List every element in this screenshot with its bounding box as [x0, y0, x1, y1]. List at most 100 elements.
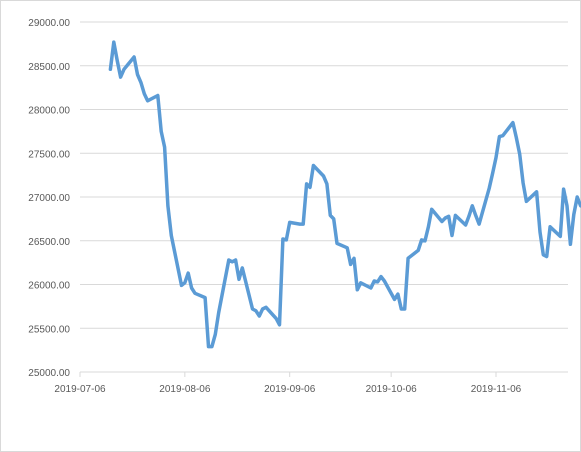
data-point — [170, 234, 173, 237]
data-point — [464, 223, 467, 227]
data-point — [139, 81, 143, 84]
y-tick-label: 27500.00 — [28, 149, 70, 160]
data-point — [423, 239, 427, 242]
data-point — [214, 333, 217, 336]
data-point — [393, 298, 396, 301]
data-point — [356, 288, 359, 291]
data-point — [454, 214, 457, 217]
data-point — [302, 222, 305, 226]
data-point — [359, 281, 362, 284]
data-point — [521, 181, 525, 185]
data-point — [498, 135, 501, 138]
y-tick-label: 28000.00 — [28, 106, 70, 117]
data-point — [288, 221, 291, 224]
data-point — [565, 204, 569, 207]
data-point — [491, 172, 494, 175]
data-point — [562, 187, 565, 191]
data-point — [207, 345, 210, 348]
data-point — [183, 281, 187, 284]
data-point — [325, 182, 329, 186]
data-point — [400, 307, 403, 311]
x-tick-label: 2019-07-06 — [54, 384, 106, 395]
data-point — [237, 278, 241, 281]
y-axis-ticks: 29000.00 28500.00 28000.00 27500.00 27000.00… — [28, 18, 70, 379]
data-point — [285, 238, 288, 242]
data-point — [369, 286, 373, 290]
data-point — [193, 292, 197, 295]
data-point — [258, 314, 261, 318]
data-point — [254, 309, 258, 312]
data-point — [180, 284, 183, 287]
data-point — [379, 275, 383, 278]
data-point — [132, 55, 136, 59]
data-point — [511, 121, 515, 124]
data-point — [444, 216, 447, 220]
data-point — [298, 222, 302, 226]
data-point — [488, 187, 491, 190]
data-point — [112, 40, 116, 44]
data-point — [474, 214, 477, 217]
data-point — [420, 238, 423, 242]
data-point — [274, 317, 278, 320]
x-tick-label: 2019-10-06 — [366, 384, 418, 395]
series-line — [108, 40, 581, 349]
data-point — [548, 225, 552, 228]
data-point — [403, 307, 406, 311]
data-point — [467, 215, 471, 218]
data-point — [143, 92, 146, 95]
data-point — [241, 266, 244, 270]
data-point — [163, 145, 166, 149]
y-tick-label: 27000.00 — [28, 193, 70, 204]
data-point — [122, 68, 126, 71]
data-point — [203, 296, 207, 299]
data-point — [440, 220, 444, 223]
data-point — [261, 307, 264, 311]
data-points — [109, 40, 581, 348]
data-point — [278, 323, 281, 326]
data-point — [535, 190, 538, 193]
data-point — [383, 279, 386, 283]
data-point — [515, 136, 518, 139]
data-point — [190, 286, 193, 290]
data-point — [447, 215, 450, 218]
data-point — [396, 292, 400, 296]
data-point — [501, 134, 504, 137]
x-axis-ticks: 2019-07-06 2019-08-06 2019-09-06 2019-10-06… — [54, 372, 522, 395]
x-tick-label: 2019-08-06 — [159, 384, 211, 395]
data-point — [538, 230, 542, 234]
data-point — [335, 242, 339, 245]
data-point — [230, 260, 234, 263]
x-tick-label: 2019-09-06 — [264, 384, 316, 395]
data-point — [109, 68, 112, 71]
data-point — [227, 258, 231, 262]
y-tick-label: 28500.00 — [28, 62, 70, 73]
data-point — [308, 186, 312, 189]
data-point — [329, 214, 332, 217]
data-point — [352, 257, 356, 260]
data-point — [322, 174, 325, 178]
data-point — [251, 307, 254, 311]
data-point — [305, 182, 308, 186]
data-point — [345, 246, 349, 249]
data-point — [427, 225, 430, 228]
data-point — [575, 195, 579, 199]
data-point — [376, 280, 379, 284]
data-point — [569, 243, 572, 246]
gridlines — [80, 21, 568, 373]
data-point — [417, 249, 420, 252]
data-point — [430, 208, 433, 211]
data-point — [349, 263, 352, 266]
y-tick-label: 26000.00 — [28, 281, 70, 292]
data-point — [281, 237, 285, 241]
data-point — [119, 75, 122, 79]
data-point — [156, 94, 159, 97]
data-point — [217, 311, 220, 314]
data-point — [471, 204, 474, 207]
y-tick-label: 25500.00 — [28, 324, 70, 335]
data-point — [312, 164, 315, 167]
data-point — [332, 217, 335, 221]
data-point — [264, 306, 268, 309]
data-point — [542, 253, 545, 256]
data-point — [166, 204, 170, 207]
